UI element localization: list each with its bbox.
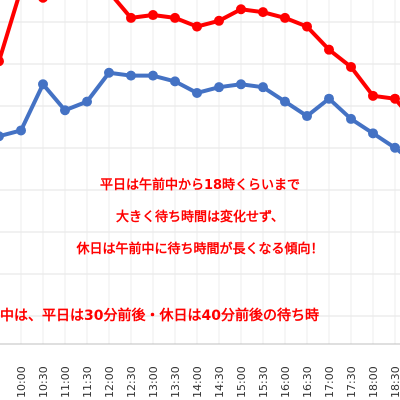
data-point xyxy=(236,4,246,15)
x-tick-label: 15:00 xyxy=(235,366,248,398)
x-tick-label: 12:00 xyxy=(103,366,116,398)
annotation-line-1: 平日は午前中から18時くらいまで xyxy=(99,178,301,193)
x-tick-labels: 10:00 10:30 11:00 11:30 12:00 12:30 13:00 13:30… xyxy=(15,366,400,398)
data-point xyxy=(346,61,356,72)
data-point xyxy=(390,142,400,153)
data-point xyxy=(346,113,356,124)
data-point xyxy=(148,10,158,21)
data-point xyxy=(390,93,400,104)
series-blue xyxy=(0,67,400,155)
data-point xyxy=(38,79,48,90)
series-layer xyxy=(0,0,400,155)
series-red xyxy=(0,0,400,108)
x-tick-label: 11:30 xyxy=(81,366,94,398)
data-point xyxy=(324,44,334,55)
data-point xyxy=(0,131,4,142)
x-tick-label: 14:00 xyxy=(191,366,204,398)
x-tick-label: 11:00 xyxy=(59,366,72,398)
footer-note: 日中は、平日は30分前後・休日は40分前後の待ち時 xyxy=(0,308,319,324)
data-point xyxy=(302,111,312,122)
data-point xyxy=(16,125,26,136)
data-point xyxy=(236,79,246,90)
data-point xyxy=(214,82,224,93)
data-point xyxy=(104,67,114,78)
data-point xyxy=(38,0,48,3)
x-tick-label: 10:30 xyxy=(37,366,50,398)
data-point xyxy=(60,105,70,116)
data-point xyxy=(368,128,378,139)
data-point xyxy=(170,12,180,23)
data-point xyxy=(192,21,202,32)
x-tick-label: 13:30 xyxy=(169,366,182,398)
x-tick-label: 16:30 xyxy=(301,366,314,398)
data-point xyxy=(214,15,224,26)
data-point xyxy=(192,87,202,98)
x-tick-label: 14:30 xyxy=(213,366,226,398)
data-point xyxy=(126,70,136,81)
data-point xyxy=(258,7,268,18)
annotation-line-3: 休日は午前中に待ち時間が長くなる傾向！ xyxy=(76,242,324,257)
x-tick-label: 12:30 xyxy=(125,366,138,398)
x-tick-label: 13:00 xyxy=(147,366,160,398)
x-tick-label: 10:00 xyxy=(15,366,28,398)
data-point xyxy=(126,12,136,23)
data-point xyxy=(258,82,268,93)
data-point xyxy=(324,93,334,104)
data-point xyxy=(148,70,158,81)
data-point xyxy=(0,56,4,67)
data-point xyxy=(280,12,290,23)
annotation-line-2: 大きく待ち時間は変化せず、 xyxy=(115,210,285,225)
x-tick-label: 17:00 xyxy=(323,366,336,398)
x-tick-label: 18:00 xyxy=(367,366,380,398)
x-tick-label: 17:30 xyxy=(345,366,358,398)
x-tick-label: 16:00 xyxy=(279,366,292,398)
data-point xyxy=(82,96,92,107)
data-point xyxy=(280,96,290,107)
data-point xyxy=(302,21,312,32)
data-point xyxy=(170,76,180,87)
x-tick-label: 15:30 xyxy=(257,366,270,398)
grid-lines xyxy=(0,0,400,344)
x-tick-label: 18:30 xyxy=(389,366,400,398)
data-point xyxy=(368,90,378,101)
